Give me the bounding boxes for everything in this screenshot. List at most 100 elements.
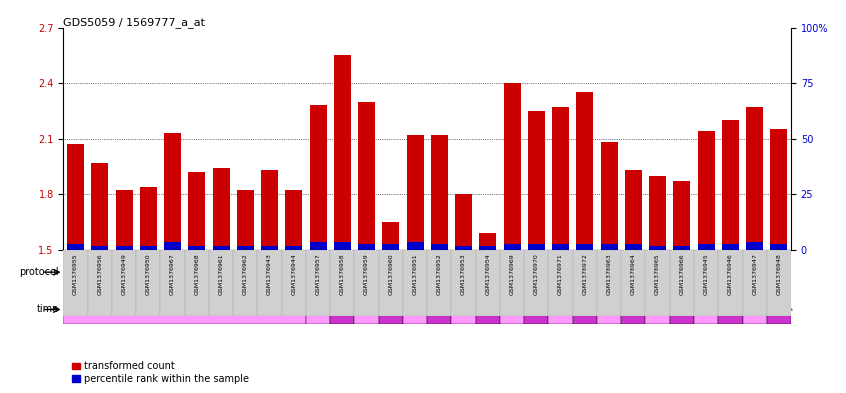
- Text: GSM1376949: GSM1376949: [122, 253, 127, 295]
- Bar: [91, 163, 108, 250]
- Text: GSM1376965: GSM1376965: [655, 253, 660, 294]
- Bar: [552, 107, 569, 250]
- Text: GSM1376947: GSM1376947: [752, 253, 757, 295]
- Bar: [475, 250, 500, 316]
- Text: 192 hours: 192 hours: [523, 307, 550, 312]
- Bar: [306, 250, 354, 295]
- Text: GSM1376971: GSM1376971: [558, 253, 563, 295]
- Bar: [500, 295, 525, 324]
- Bar: [306, 295, 330, 324]
- Bar: [645, 250, 791, 295]
- Text: 72 hours: 72 hours: [354, 307, 379, 312]
- Bar: [480, 246, 497, 250]
- Bar: [548, 250, 645, 295]
- Text: 72 hours: 72 hours: [403, 307, 427, 312]
- Bar: [698, 244, 715, 250]
- Bar: [771, 244, 788, 250]
- Bar: [407, 242, 424, 250]
- Bar: [525, 250, 548, 316]
- Bar: [746, 107, 763, 250]
- Bar: [670, 295, 694, 324]
- Bar: [189, 172, 206, 250]
- Text: GSM1376958: GSM1376958: [340, 253, 345, 294]
- Bar: [766, 295, 791, 324]
- Bar: [597, 295, 621, 324]
- Text: GSM1376963: GSM1376963: [607, 253, 612, 295]
- Bar: [480, 233, 497, 250]
- Text: time: time: [37, 305, 59, 314]
- Bar: [722, 244, 739, 250]
- Bar: [285, 246, 302, 250]
- Text: 6 hours: 6 hours: [174, 307, 195, 312]
- Text: GSM1376950: GSM1376950: [146, 253, 151, 294]
- Bar: [257, 250, 282, 316]
- Bar: [670, 250, 694, 316]
- Bar: [354, 295, 379, 324]
- Bar: [573, 295, 597, 324]
- Text: GSM1376948: GSM1376948: [777, 253, 782, 295]
- Text: GSM1376956: GSM1376956: [97, 253, 102, 294]
- Bar: [455, 246, 472, 250]
- Text: empty retroviral vector
(control): empty retroviral vector (control): [684, 267, 752, 277]
- Bar: [112, 250, 161, 295]
- Bar: [140, 187, 157, 250]
- Bar: [722, 120, 739, 250]
- Bar: [431, 135, 448, 250]
- Text: MLL-AF9 transduced: MLL-AF9 transduced: [373, 270, 433, 275]
- Bar: [455, 194, 472, 250]
- Bar: [237, 246, 254, 250]
- Bar: [164, 242, 181, 250]
- Text: GSM1376953: GSM1376953: [461, 253, 466, 295]
- Bar: [285, 190, 302, 250]
- Bar: [645, 295, 670, 324]
- Bar: [649, 246, 666, 250]
- Text: 192 hours: 192 hours: [571, 307, 599, 312]
- Bar: [379, 250, 403, 316]
- Bar: [548, 250, 573, 316]
- Text: AML1-ETO
nucleofecte
d: AML1-ETO nucleofecte d: [70, 264, 105, 281]
- Bar: [645, 250, 670, 316]
- Bar: [209, 250, 233, 316]
- Bar: [91, 246, 108, 250]
- Bar: [63, 295, 306, 324]
- Bar: [601, 244, 618, 250]
- Bar: [257, 250, 306, 295]
- Bar: [237, 190, 254, 250]
- Text: empty
plasmid vec
tor (control): empty plasmid vec tor (control): [264, 264, 299, 281]
- Bar: [330, 250, 354, 316]
- Legend: transformed count, percentile rank within the sample: transformed count, percentile rank withi…: [69, 358, 253, 388]
- Text: 192 hours: 192 hours: [328, 307, 356, 312]
- Bar: [597, 250, 621, 316]
- Text: NUP98-HOXA9
transduced: NUP98-HOXA9 transduced: [479, 267, 521, 277]
- Bar: [261, 170, 278, 250]
- Bar: [358, 101, 375, 250]
- Bar: [161, 250, 209, 295]
- Text: GSM1376954: GSM1376954: [486, 253, 491, 295]
- Bar: [209, 250, 257, 295]
- Text: 192 hours: 192 hours: [717, 307, 744, 312]
- Bar: [475, 295, 500, 324]
- Text: 192 hours: 192 hours: [668, 307, 695, 312]
- Text: MLL-AF9
nucleofected: MLL-AF9 nucleofected: [117, 267, 156, 277]
- Bar: [746, 242, 763, 250]
- Text: GSM1376960: GSM1376960: [388, 253, 393, 294]
- Bar: [625, 244, 642, 250]
- Bar: [282, 250, 306, 316]
- Text: protocol: protocol: [19, 267, 59, 277]
- Text: GSM1376959: GSM1376959: [364, 253, 369, 295]
- Bar: [189, 246, 206, 250]
- Text: GSM1376966: GSM1376966: [679, 253, 684, 294]
- Bar: [310, 105, 327, 250]
- Text: 72 hours: 72 hours: [548, 307, 573, 312]
- Bar: [310, 242, 327, 250]
- Bar: [233, 250, 257, 316]
- Bar: [164, 133, 181, 250]
- Bar: [621, 295, 645, 324]
- Text: GSM1376957: GSM1376957: [316, 253, 321, 295]
- Bar: [576, 92, 593, 250]
- Text: GSM1376968: GSM1376968: [195, 253, 200, 294]
- Bar: [673, 246, 690, 250]
- Bar: [621, 250, 645, 316]
- Bar: [766, 250, 791, 316]
- Bar: [601, 142, 618, 250]
